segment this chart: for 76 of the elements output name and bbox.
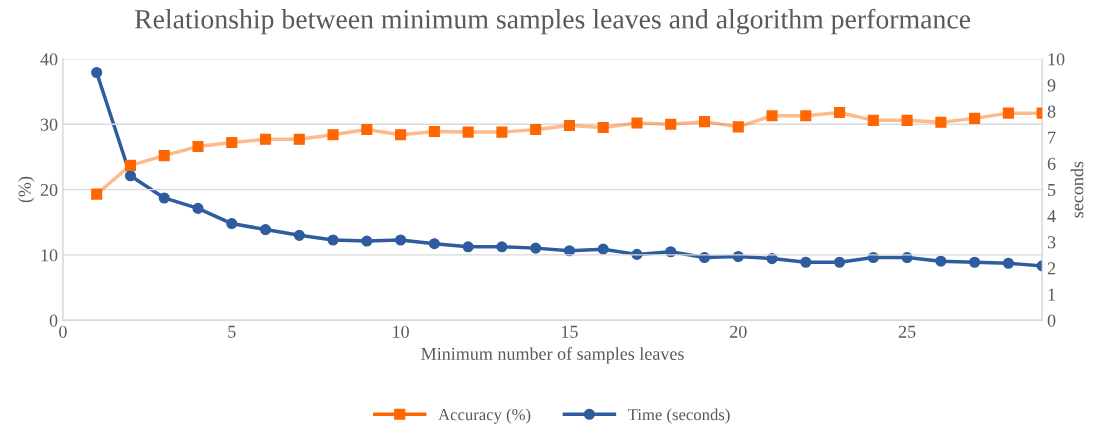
y-tick-label: 20: [40, 183, 58, 197]
y2-tick-label: 7: [1048, 131, 1056, 144]
point: [361, 123, 373, 136]
y-tick-label: 40: [40, 53, 58, 66]
point: [259, 133, 272, 145]
y2-tick-label: 10: [1048, 53, 1065, 66]
point: [834, 106, 846, 119]
point: [563, 120, 575, 132]
point: [226, 136, 238, 149]
point: [124, 170, 137, 182]
point: [766, 110, 778, 122]
point: [867, 114, 879, 126]
y2-tick-label: 4: [1047, 210, 1056, 222]
point: [800, 110, 812, 122]
x-tick-label: 15: [562, 325, 578, 338]
point: [327, 129, 339, 141]
y2-axis-title: seconds: [1070, 161, 1084, 218]
point: [158, 192, 170, 204]
point: [496, 241, 508, 253]
point: [124, 159, 137, 171]
point: [597, 243, 609, 255]
legend-label: Accuracy (%): [438, 408, 531, 424]
point: [1002, 107, 1014, 119]
point: [192, 202, 204, 214]
point: [428, 125, 440, 137]
y-tick-label: 10: [41, 249, 58, 262]
point: [91, 66, 103, 79]
y2-tick-label: 5: [1048, 184, 1056, 197]
point: [327, 234, 339, 246]
point: [293, 133, 305, 145]
point: [530, 123, 542, 136]
point: [293, 229, 305, 241]
y-tick-label: 30: [40, 118, 58, 131]
x-tick-label: 25: [898, 325, 916, 338]
y2-tick-label: 9: [1047, 79, 1056, 92]
point: [969, 112, 981, 124]
point: [530, 242, 542, 254]
point: [597, 121, 609, 134]
point: [259, 224, 272, 236]
point: [395, 129, 407, 141]
point: [496, 126, 508, 138]
point: [158, 150, 170, 162]
y2-tick-label: 3: [1047, 236, 1056, 249]
y-tick-label: 0: [49, 314, 58, 327]
point: [192, 140, 204, 153]
y2-tick-label: 1: [1048, 288, 1055, 301]
y2-tick-label: 8: [1047, 105, 1056, 118]
y-axis-title: (%): [18, 176, 35, 203]
x-tick-label: 20: [730, 325, 747, 338]
point: [462, 126, 474, 138]
y2-tick-label: 2: [1047, 262, 1056, 275]
y2-tick-label: 6: [1047, 157, 1056, 170]
point: [462, 241, 474, 253]
point: [631, 117, 643, 129]
x-tick-label: 10: [393, 325, 409, 338]
point: [935, 116, 947, 128]
chart-title: Relationship between minimum samples leaves and algorithm performance: [134, 8, 971, 35]
point: [91, 188, 103, 200]
point: [665, 118, 677, 130]
x-axis-title: Minimum number of samples leaves: [421, 347, 684, 364]
point: [1002, 257, 1014, 269]
point: [361, 235, 373, 247]
x-tick-label: 5: [228, 325, 236, 338]
point: [226, 218, 238, 230]
point: [800, 256, 812, 268]
point: [698, 116, 711, 128]
legend-label: Time (seconds): [628, 408, 730, 424]
point: [834, 256, 846, 268]
point: [901, 114, 913, 126]
point: [732, 121, 744, 133]
x-tick-label: 0: [59, 325, 67, 338]
point: [395, 234, 407, 246]
point: [428, 238, 440, 250]
point: [935, 255, 947, 267]
point: [969, 256, 981, 268]
y2-tick-label: 0: [1047, 314, 1056, 327]
